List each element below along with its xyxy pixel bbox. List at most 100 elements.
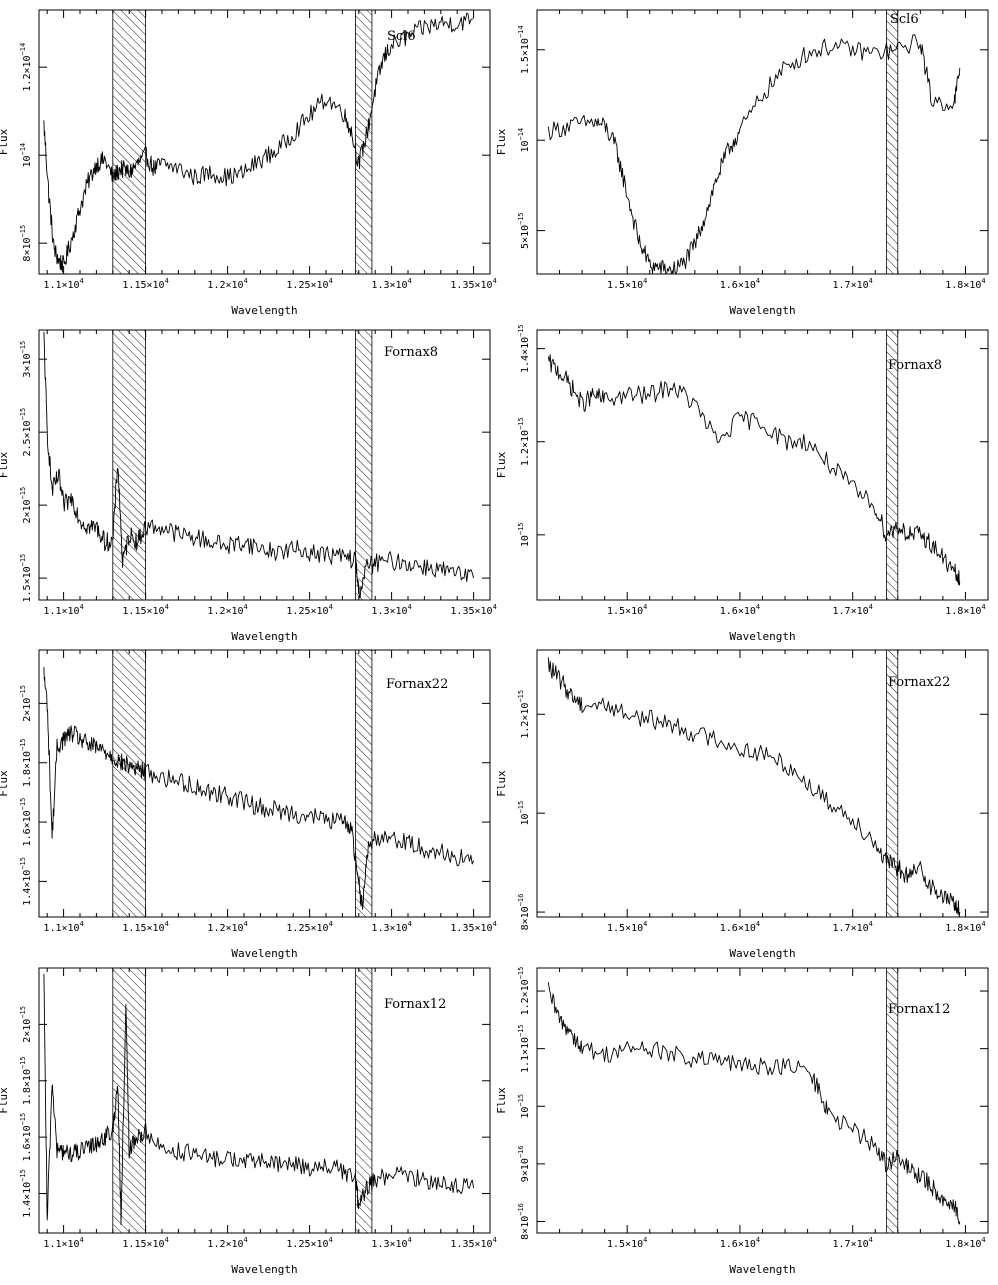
object-name-label: Scl6 xyxy=(890,12,919,27)
y-tick-label: 8×10−16 xyxy=(517,894,531,931)
x-tick-label: 1.5×104 xyxy=(607,920,647,934)
spectrum-panel: 1.5×104 1.6×104 1.7×104 1.8×104 8×10−16 9×10−… xyxy=(495,967,989,1276)
x-tick-label: 1.2×104 xyxy=(207,603,247,617)
x-tick-label: 1.25×104 xyxy=(286,1236,332,1250)
x-tick-label: 1.2×104 xyxy=(207,277,247,291)
x-tick-label: 1.25×104 xyxy=(286,603,332,617)
object-name-label: Fornax12 xyxy=(888,1002,950,1017)
x-tick-label: 1.15×104 xyxy=(122,277,168,291)
x-axis-label: Wavelength xyxy=(231,1263,297,1276)
y-tick-label: 1.5×10−14 xyxy=(517,25,531,74)
x-axis-label: Wavelength xyxy=(231,304,297,317)
telluric-band xyxy=(355,329,373,601)
plot-frame xyxy=(38,649,491,918)
y-tick-label: 1.4×10−15 xyxy=(19,1169,33,1218)
y-tick-label: 1.2×10−15 xyxy=(517,690,531,739)
x-tick-label: 1.7×104 xyxy=(833,277,873,291)
y-tick-label: 1.1×10−15 xyxy=(517,1024,531,1073)
x-tick-label: 1.6×104 xyxy=(720,277,760,291)
object-name-label: Fornax12 xyxy=(384,997,446,1012)
y-tick-label: 10−14 xyxy=(19,143,33,168)
telluric-band xyxy=(112,967,147,1234)
y-tick-label: 2×10−15 xyxy=(19,685,33,722)
x-tick-label: 1.1×104 xyxy=(43,1236,83,1250)
x-axis-label: Wavelength xyxy=(729,630,795,643)
x-tick-label: 1.5×104 xyxy=(607,277,647,291)
spectrum-panel: 1.5×104 1.6×104 1.7×104 1.8×104 5×10−15 10−14… xyxy=(495,9,989,317)
spectrum-panel: 1.5×104 1.6×104 1.7×104 1.8×104 8×10−16 10−15… xyxy=(495,649,989,960)
y-tick-label: 10−15 xyxy=(517,522,531,547)
x-tick-label: 1.5×104 xyxy=(607,603,647,617)
spectrum-panel: 1.1×104 1.15×104 1.2×104 1.25×104 1.3×104 1.3… xyxy=(0,649,497,960)
object-name-label: Fornax8 xyxy=(888,358,942,373)
x-axis-label: Wavelength xyxy=(729,947,795,960)
y-tick-label: 8×10−15 xyxy=(19,225,33,262)
plot-frame xyxy=(38,329,491,601)
telluric-band xyxy=(886,649,899,918)
y-tick-label: 1.5×10−15 xyxy=(19,554,33,603)
x-tick-label: 1.3×104 xyxy=(371,1236,411,1250)
x-tick-label: 1.35×104 xyxy=(450,1236,496,1250)
y-axis-label: Flux xyxy=(495,128,508,155)
y-tick-label: 2×10−15 xyxy=(19,1006,33,1043)
x-tick-label: 1.15×104 xyxy=(122,1236,168,1250)
x-tick-label: 1.8×104 xyxy=(945,1236,985,1250)
plot-frame xyxy=(536,9,989,275)
x-tick-label: 1.35×104 xyxy=(450,277,496,291)
y-axis-label: Flux xyxy=(495,770,508,797)
plot-frame xyxy=(38,967,491,1234)
x-tick-label: 1.8×104 xyxy=(945,277,985,291)
spectrum-panel: 1.1×104 1.15×104 1.2×104 1.25×104 1.3×104 1.3… xyxy=(0,329,497,643)
x-axis-label: Wavelength xyxy=(231,947,297,960)
x-tick-label: 1.1×104 xyxy=(43,920,83,934)
x-axis-label: Wavelength xyxy=(729,304,795,317)
x-tick-label: 1.1×104 xyxy=(43,277,83,291)
object-name-label: Fornax22 xyxy=(888,675,950,690)
object-name-label: Fornax8 xyxy=(384,345,438,360)
x-axis-label: Wavelength xyxy=(231,630,297,643)
object-name-label: Scl6 xyxy=(387,29,416,44)
y-tick-label: 1.2×10−15 xyxy=(517,967,531,1016)
x-tick-label: 1.8×104 xyxy=(945,920,985,934)
spectrum-line xyxy=(547,34,961,275)
y-tick-label: 8×10−16 xyxy=(517,1203,531,1240)
x-tick-label: 1.6×104 xyxy=(720,603,760,617)
x-tick-label: 1.3×104 xyxy=(371,603,411,617)
x-tick-label: 1.15×104 xyxy=(122,920,168,934)
y-axis-label: Flux xyxy=(495,1087,508,1114)
x-tick-label: 1.2×104 xyxy=(207,1236,247,1250)
y-axis-label: Flux xyxy=(0,770,10,797)
y-tick-label: 1.2×10−15 xyxy=(517,417,531,466)
spectrum-line xyxy=(547,354,961,586)
y-tick-label: 10−14 xyxy=(517,128,531,153)
y-tick-label: 1.6×10−15 xyxy=(19,1113,33,1162)
y-axis-label: Flux xyxy=(495,451,508,478)
y-tick-label: 1.6×10−15 xyxy=(19,798,33,847)
spectrum-line xyxy=(547,982,961,1225)
y-tick-label: 9×10−16 xyxy=(517,1145,531,1182)
spectrum-line xyxy=(43,331,475,599)
spectrum-panel: 1.1×104 1.15×104 1.2×104 1.25×104 1.3×104 1.3… xyxy=(0,9,497,317)
telluric-band xyxy=(112,649,147,918)
x-tick-label: 1.8×104 xyxy=(945,603,985,617)
x-tick-label: 1.35×104 xyxy=(450,603,496,617)
y-tick-label: 1.4×10−15 xyxy=(19,857,33,906)
y-tick-label: 1.8×10−15 xyxy=(19,738,33,787)
spectrum-line xyxy=(547,657,961,918)
x-tick-label: 1.35×104 xyxy=(450,920,496,934)
x-tick-label: 1.7×104 xyxy=(833,1236,873,1250)
x-tick-label: 1.5×104 xyxy=(607,1236,647,1250)
telluric-band xyxy=(112,329,147,601)
y-tick-label: 1.4×10−15 xyxy=(517,324,531,373)
x-tick-label: 1.25×104 xyxy=(286,277,332,291)
y-axis-label: Flux xyxy=(0,128,10,155)
y-tick-label: 10−15 xyxy=(517,1094,531,1119)
y-tick-label: 2×10−15 xyxy=(19,487,33,524)
x-tick-label: 1.25×104 xyxy=(286,920,332,934)
spectrum-panel: 1.5×104 1.6×104 1.7×104 1.8×104 10−15 1.2×10−… xyxy=(495,324,989,643)
spectrum-panel: 1.1×104 1.15×104 1.2×104 1.25×104 1.3×104 1.3… xyxy=(0,967,497,1276)
x-tick-label: 1.3×104 xyxy=(371,920,411,934)
object-name-label: Fornax22 xyxy=(386,677,448,692)
telluric-band xyxy=(112,9,147,275)
